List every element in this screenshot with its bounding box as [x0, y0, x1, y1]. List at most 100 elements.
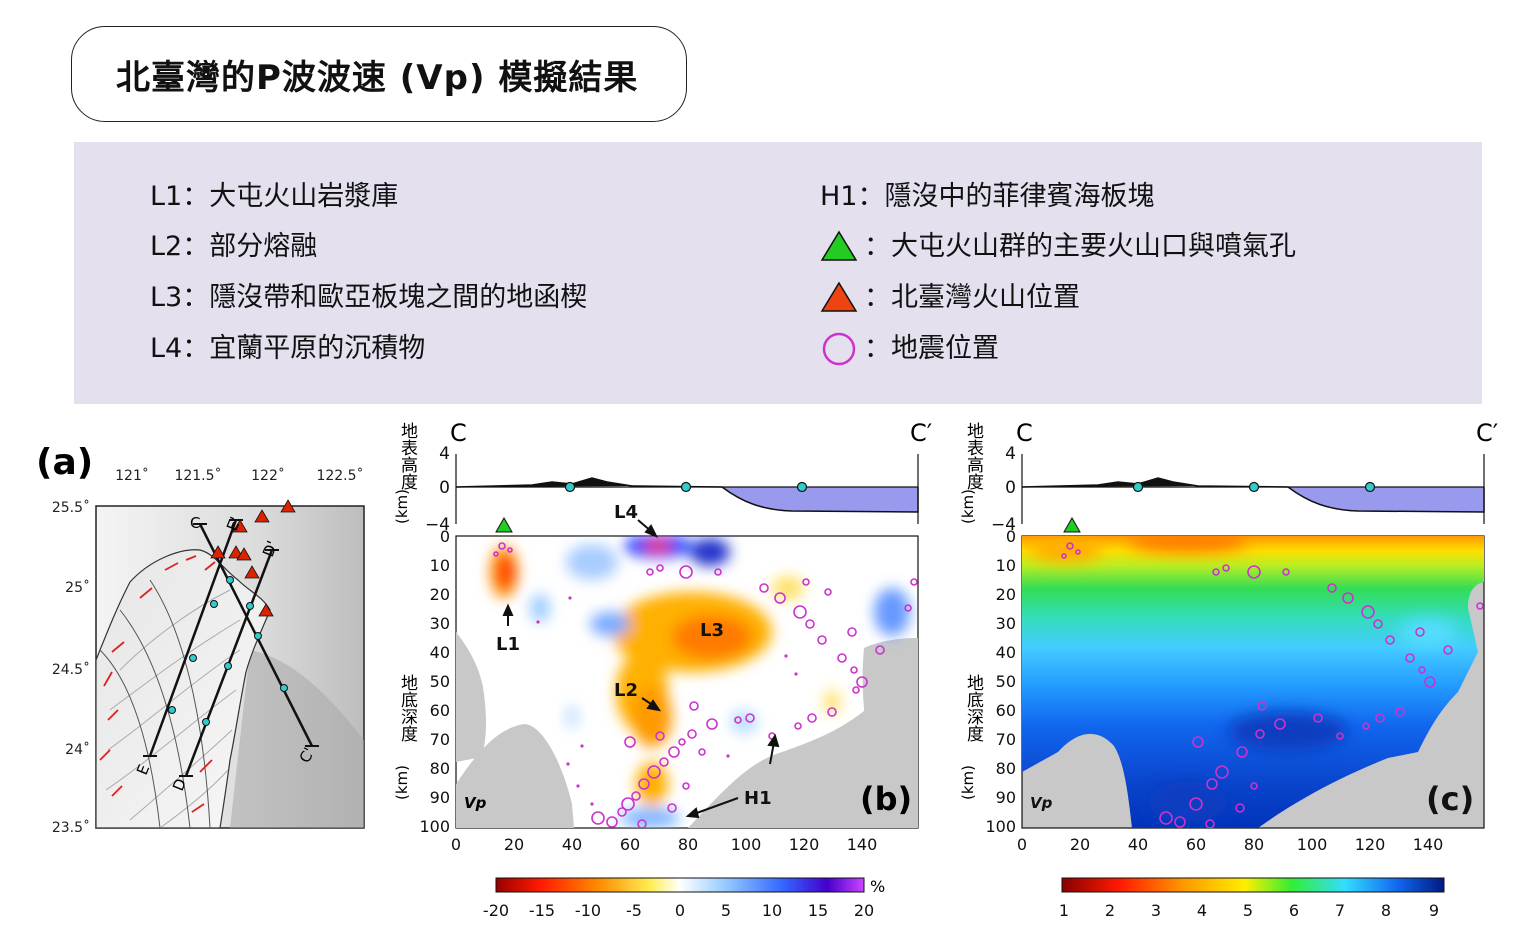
c-x-80: 80 — [1244, 835, 1264, 854]
b-depth-unit: (km) — [393, 765, 411, 800]
title-box: 北臺灣的P波波速 (Vp) 模擬結果 — [71, 26, 687, 122]
b-x-80: 80 — [678, 835, 698, 854]
b-cb-tick-9: 20 — [854, 901, 874, 920]
c-cb-tick-2: 2 — [1105, 901, 1115, 920]
b-label-l2: L2 — [614, 680, 638, 701]
c-elev-tick-0: 0 — [1005, 478, 1016, 498]
c-depth-40: 40 — [996, 643, 1016, 662]
legend-l4: L4：宜蘭平原的沉積物 — [150, 333, 426, 364]
c-depth-0: 0 — [1006, 527, 1016, 546]
orange-triangle-icon — [820, 281, 858, 312]
c-elev-tick-4: 4 — [1005, 444, 1016, 464]
b-colorbar-unit: % — [870, 877, 885, 896]
c-green-triangle — [1063, 516, 1081, 533]
b-end-label: C′ — [910, 419, 932, 447]
profile-e-line — [148, 519, 238, 757]
lon-tick-2: 121.5˚ — [174, 467, 221, 484]
b-depth-30: 30 — [430, 614, 450, 633]
b-colorbar — [495, 877, 865, 893]
c-x-40: 40 — [1128, 835, 1148, 854]
legend-green-triangle: ：大屯火山群的主要火山口與噴氣孔 — [864, 231, 1296, 262]
c-cb-tick-1: 1 — [1059, 901, 1069, 920]
b-cb-tick-1: -20 — [483, 901, 509, 920]
b-depth-90: 90 — [430, 788, 450, 807]
legend-h1: H1：隱沒中的菲律賓海板塊 — [820, 181, 1155, 212]
b-cb-tick-5: 0 — [675, 901, 685, 920]
b-x-120: 120 — [789, 835, 820, 854]
b-depth-80: 80 — [430, 759, 450, 778]
c-depth-90: 90 — [996, 788, 1016, 807]
b-x-140: 140 — [847, 835, 878, 854]
b-depth-10: 10 — [430, 556, 450, 575]
c-x-140: 140 — [1413, 835, 1444, 854]
legend-l2: L2：部分熔融 — [150, 231, 318, 262]
lon-tick-4: 122.5˚ — [316, 467, 363, 484]
c-cb-tick-6: 6 — [1289, 901, 1299, 920]
c-vp-tag: Vp — [1030, 794, 1053, 812]
c-x-0: 0 — [1017, 835, 1027, 854]
c-depth-80: 80 — [996, 759, 1016, 778]
legend-orange-triangle: ：北臺灣火山位置 — [864, 282, 1080, 313]
b-elev-tick-4: 4 — [439, 444, 450, 464]
c-elev-tick-neg4: −4 — [991, 515, 1016, 535]
c-depth-20: 20 — [996, 585, 1016, 604]
c-elev-unit: (km) — [959, 489, 977, 524]
profile-c-label: C — [190, 514, 200, 532]
b-label-h1: H1 — [744, 788, 772, 809]
c-end-label: C′ — [1476, 419, 1498, 447]
b-green-triangle — [495, 516, 513, 533]
b-elev-tick-neg4: −4 — [425, 515, 450, 535]
profile-ep-label: E' — [223, 514, 245, 533]
b-x-20: 20 — [504, 835, 524, 854]
b-vp-tag: Vp — [464, 794, 487, 812]
b-depth-40: 40 — [430, 643, 450, 662]
lat-tick-5: 23.5˚ — [52, 819, 90, 836]
legend-l1: L1：大屯火山岩漿庫 — [150, 181, 399, 212]
c-depth-70: 70 — [996, 730, 1016, 749]
panel-b: 4 0 −4 C C′ 地表高度 (km) — [393, 419, 932, 920]
c-depth-axis-label: 地底深度 — [963, 674, 984, 742]
c-depth-unit: (km) — [959, 765, 977, 800]
c-depth-30: 30 — [996, 614, 1016, 633]
b-x-0: 0 — [451, 835, 461, 854]
panel-c-label: (c) — [1426, 780, 1474, 818]
c-colorbar — [1061, 877, 1445, 893]
b-label-l1: L1 — [496, 634, 520, 655]
c-cb-tick-4: 4 — [1197, 901, 1207, 920]
c-x-100: 100 — [1297, 835, 1328, 854]
legend-l3: L3：隱沒帶和歐亞板塊之間的地函楔 — [150, 282, 588, 313]
b-cb-tick-2: -15 — [529, 901, 555, 920]
lat-tick-2: 25˚ — [65, 579, 90, 596]
b-label-l3: L3 — [700, 620, 724, 641]
c-cb-tick-5: 5 — [1243, 901, 1253, 920]
c-depth-10: 10 — [996, 556, 1016, 575]
c-cb-tick-7: 7 — [1335, 901, 1345, 920]
b-depth-70: 70 — [430, 730, 450, 749]
profile-dp-label: D' — [259, 538, 282, 559]
c-x-120: 120 — [1355, 835, 1386, 854]
b-elev-tick-0: 0 — [439, 478, 450, 498]
c-cb-tick-9: 9 — [1429, 901, 1439, 920]
b-cb-tick-6: 5 — [721, 901, 731, 920]
c-start-label: C — [1016, 419, 1033, 447]
c-x-20: 20 — [1070, 835, 1090, 854]
b-depth-0: 0 — [440, 527, 450, 546]
c-cb-tick-3: 3 — [1151, 901, 1161, 920]
b-depth-60: 60 — [430, 701, 450, 720]
b-depth-20: 20 — [430, 585, 450, 604]
b-cb-tick-4: -5 — [626, 901, 642, 920]
b-cb-tick-3: -10 — [575, 901, 601, 920]
b-start-label: C — [450, 419, 467, 447]
legend-earthquake: ：地震位置 — [864, 333, 999, 364]
b-depth-axis-label: 地底深度 — [397, 674, 418, 742]
panel-b-label: (b) — [860, 780, 912, 818]
b-x-100: 100 — [731, 835, 762, 854]
b-cb-tick-8: 15 — [808, 901, 828, 920]
lat-tick-4: 24˚ — [65, 741, 90, 758]
lat-tick-3: 24.5˚ — [52, 661, 90, 678]
b-elev-axis-label: 地表高度 — [397, 422, 418, 490]
legend-box: L1：大屯火山岩漿庫 L2：部分熔融 L3：隱沒帶和歐亞板塊之間的地函楔 L4：… — [74, 142, 1482, 404]
c-x-60: 60 — [1186, 835, 1206, 854]
panel-a-label: (a) — [36, 442, 93, 483]
b-elev-unit: (km) — [393, 489, 411, 524]
